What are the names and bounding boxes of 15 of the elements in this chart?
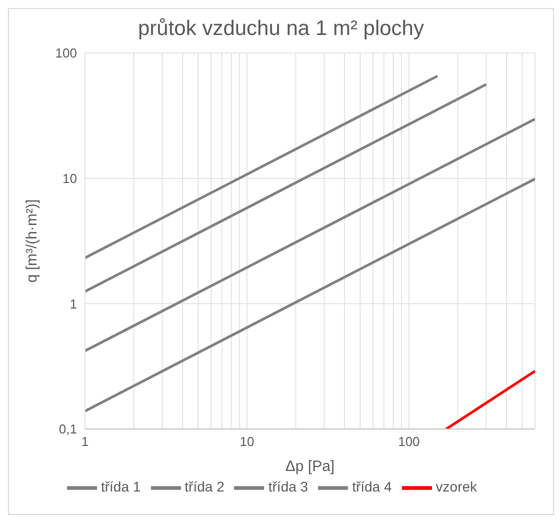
legend-label: vzorek (436, 478, 478, 495)
y-axis-title: q [m³/(h·m²)] (23, 199, 40, 283)
legend-label: třída 3 (268, 478, 308, 495)
y-tick-label: 1 (70, 296, 77, 312)
legend-label: třída 4 (352, 478, 392, 495)
y-tick-label: 100 (55, 46, 77, 61)
chart-title: průtok vzduchu na 1 m² plochy (137, 17, 425, 42)
x-tick-label: 1 (81, 434, 89, 450)
legend-label: třída 2 (184, 478, 224, 495)
x-axis-title: Δp [Pa] (285, 458, 335, 475)
y-tick-label: 0,1 (58, 422, 77, 437)
y-tick-label: 10 (62, 170, 77, 186)
x-tick-label: 100 (398, 434, 420, 450)
x-tick-label: 10 (240, 434, 254, 450)
legend-label: třída 1 (100, 478, 141, 495)
